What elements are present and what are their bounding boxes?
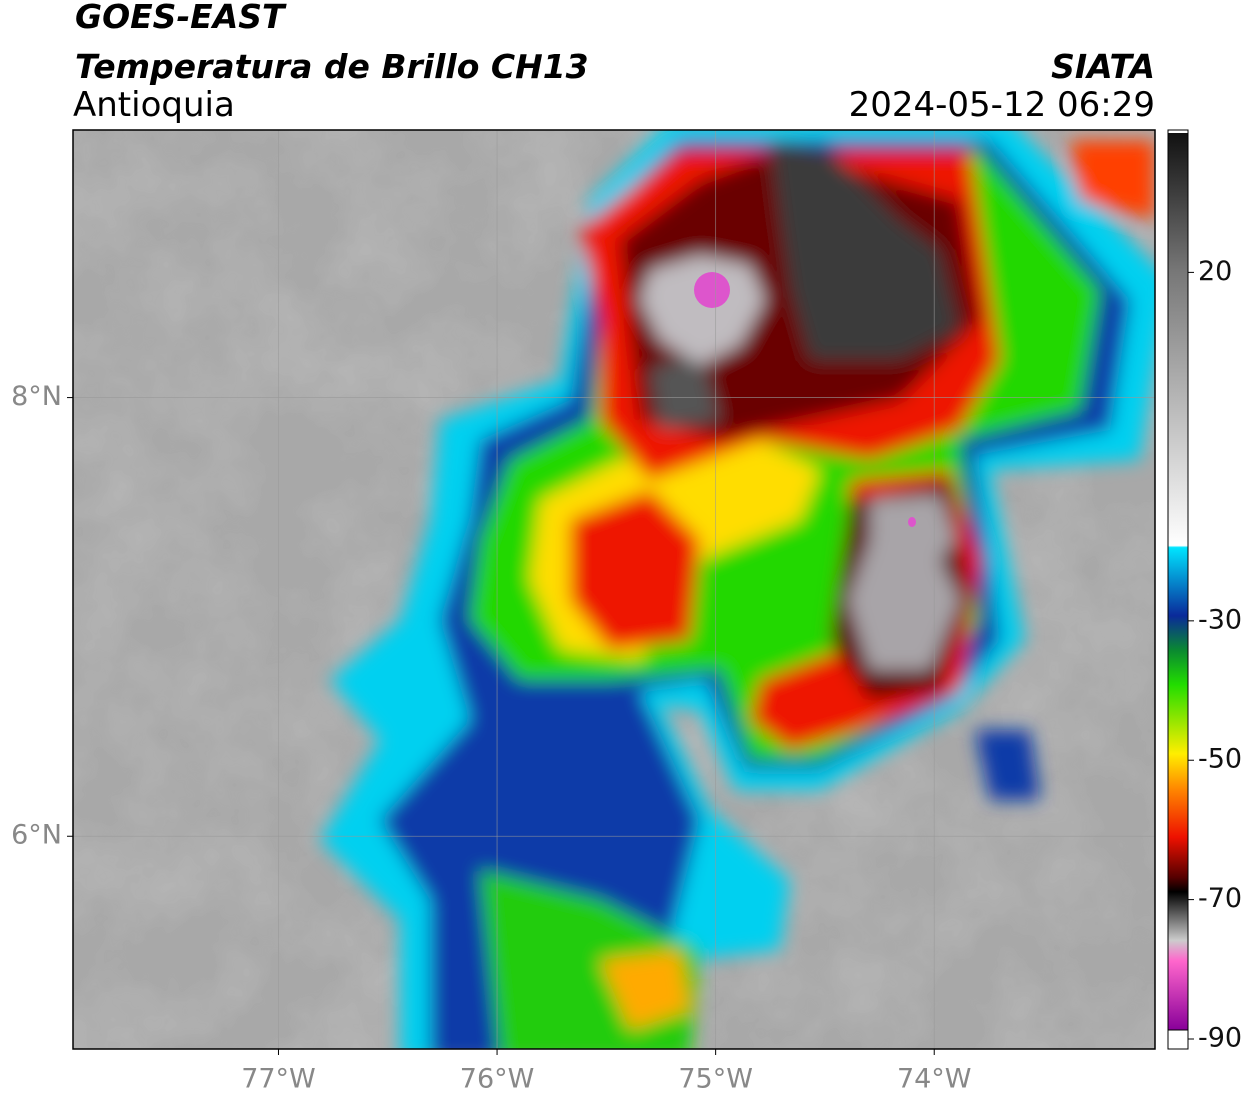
map-frame xyxy=(72,129,1156,1050)
satellite-image xyxy=(73,130,1155,1049)
colorbar-tick-label: -30 xyxy=(1198,604,1242,635)
lat-tick-label: 8°N xyxy=(11,381,62,412)
lon-tick-label: 77°W xyxy=(241,1064,316,1095)
datetime: 2024-05-12 06:29 xyxy=(849,85,1155,125)
colorbar-tick-label: -90 xyxy=(1198,1023,1242,1054)
colorbar-frame xyxy=(1167,129,1189,1050)
colorbar-tick-label: -70 xyxy=(1198,883,1242,914)
lon-tick-label: 74°W xyxy=(897,1064,972,1095)
lon-tick-label: 75°W xyxy=(678,1064,753,1095)
subtitle: Temperatura de Brillo CH13 xyxy=(75,47,589,86)
colorbar-tick-label: -50 xyxy=(1198,744,1242,775)
lon-tick-label: 76°W xyxy=(460,1064,535,1095)
lat-tick-label: 6°N xyxy=(11,820,62,851)
colorbar-tick-label: 20 xyxy=(1198,256,1232,287)
region: Antioquia xyxy=(73,85,235,125)
cold-core xyxy=(694,272,730,308)
source: SIATA xyxy=(1051,47,1155,86)
cold-core xyxy=(908,517,916,527)
title: GOES-EAST xyxy=(75,0,287,36)
grid xyxy=(67,130,1155,1055)
colorbar-extend xyxy=(1167,1029,1189,1050)
colorbar-ticks: 20 -30 -50 -70 -90 xyxy=(1188,256,1242,1054)
colorbar xyxy=(1168,133,1188,1030)
